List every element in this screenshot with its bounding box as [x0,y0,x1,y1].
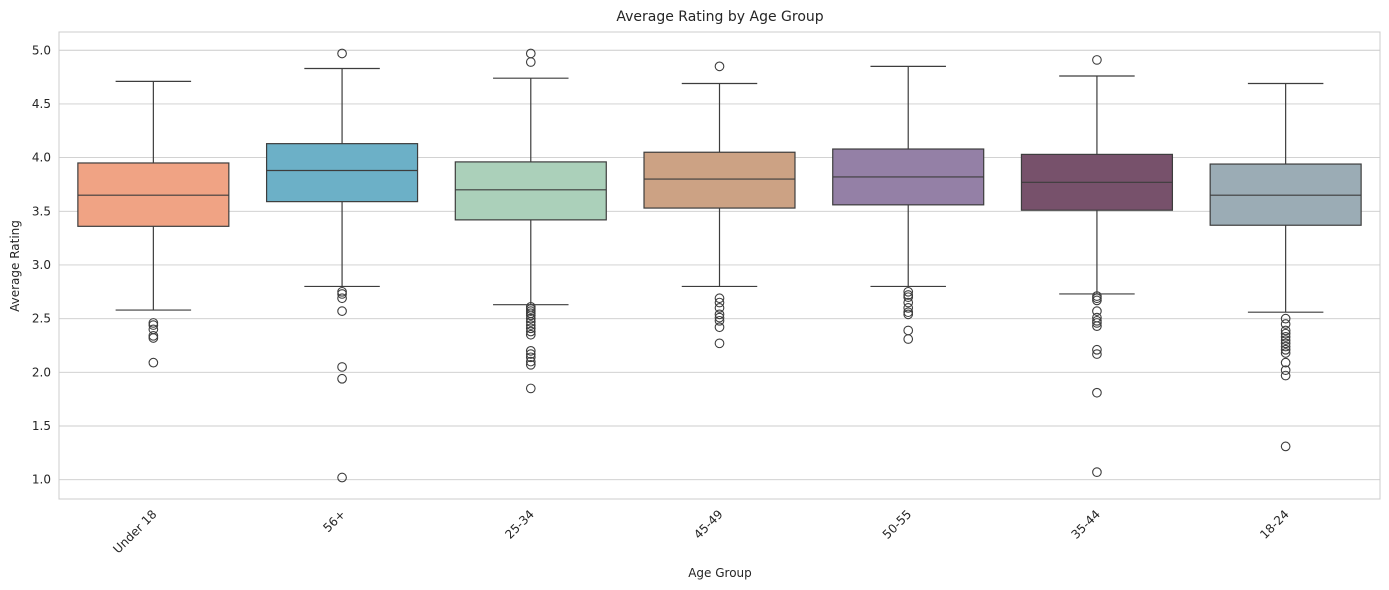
outlier-point [1280,365,1291,376]
outlier-point [1280,341,1291,352]
outlier-point [714,297,725,308]
outlier-point [148,330,159,341]
y-tick-label: 1.0 [32,473,51,487]
outlier-point [148,320,159,330]
outlier-point [525,326,536,337]
outlier-point [337,362,347,372]
y-tick-label: 3.0 [32,258,51,272]
outlier-point [903,286,914,297]
plot-frame [58,31,1381,500]
outlier-point [1280,344,1291,355]
outlier-point [337,306,347,316]
outlier-point [1092,306,1102,316]
outlier-point [903,303,914,313]
y-axis-ticks: 1.0 1.5 2.0 2.5 3.0 3.5 4.0 4.5 5.0 [32,43,51,486]
outlier-point [525,345,536,356]
iqr-box [454,161,607,221]
outlier-point [903,292,914,303]
outlier-point [525,320,536,330]
outlier-point [714,303,725,313]
outlier-point [1280,335,1291,345]
box-group-56- [265,48,419,483]
outlier-point [714,322,725,333]
x-tick-label: 35-44 [1068,507,1103,542]
x-tick-label: 45-49 [691,507,726,542]
outlier-point [714,312,725,323]
outlier-point [1280,370,1291,381]
iqr-box [643,151,796,209]
outlier-point [148,333,159,343]
outlier-point [1280,313,1291,324]
x-tick-label: 25-34 [502,507,537,542]
outlier-point [1280,338,1291,349]
x-tick-label: 56+ [320,507,348,535]
outlier-point [525,349,536,359]
y-tick-label: 2.5 [32,312,51,326]
outlier-point [525,359,536,370]
y-tick-label: 3.5 [32,204,51,218]
outlier-point [337,472,347,483]
outlier-point [903,297,914,308]
outlier-point [1092,55,1102,65]
x-tick-label: 18-24 [1257,507,1292,542]
outlier-point [1280,319,1291,329]
outlier-point [525,356,536,367]
outlier-point [148,357,159,368]
outlier-point [1280,332,1291,342]
y-tick-label: 2.0 [32,365,51,379]
outlier-point [1280,348,1291,358]
outlier-point [337,48,347,59]
outlier-point [337,373,347,384]
outlier-point [714,315,725,326]
outlier-point [525,323,536,334]
chart-title: Average Rating by Age Group [616,9,823,25]
outlier-point [714,338,725,349]
x-axis-ticks: Under 18 56+ 25-34 45-49 50-55 35-44 18-24 [110,507,1292,556]
outlier-point [525,310,536,321]
box-group-35-44 [1020,55,1174,478]
boxes [77,48,1362,483]
outlier-point [714,61,725,72]
x-tick-label: 50-55 [880,507,915,542]
outlier-point [1092,295,1102,306]
outlier-point [1280,357,1291,368]
outlier-point [1092,318,1102,328]
x-tick-label: Under 18 [110,507,159,556]
outlier-point [337,293,347,304]
outlier-point [1280,325,1291,336]
outlier-point [1092,321,1102,332]
outlier-point [525,352,536,363]
outlier-point [903,309,914,320]
box-group-18-24 [1209,82,1362,452]
outlier-point [1092,349,1102,359]
outlier-point [1280,441,1291,452]
y-axis-label: Average Rating [8,220,22,312]
outlier-point [525,317,536,327]
outlier-point [714,293,725,304]
x-axis-label: Age Group [688,566,752,580]
outlier-point [1092,467,1102,478]
outlier-point [525,57,536,67]
outlier-point [525,383,536,394]
y-tick-label: 5.0 [32,43,51,57]
outlier-point [525,329,536,340]
outlier-point [1280,328,1291,339]
y-tick-label: 4.5 [32,97,51,111]
outlier-point [525,313,536,324]
outlier-point [903,325,914,336]
outlier-point [903,334,914,344]
box-group-45-49 [643,61,796,349]
box-group-under-18 [77,80,230,368]
outlier-point [1092,387,1102,398]
y-tick-label: 4.0 [32,151,51,165]
outlier-point [714,309,725,320]
iqr-box [265,143,419,203]
y-tick-label: 1.5 [32,419,51,433]
box-group-50-55 [832,65,985,344]
outlier-point [337,289,347,299]
box-group-25-34 [454,48,607,394]
outlier-point [1092,344,1102,355]
outlier-point [1092,293,1102,304]
